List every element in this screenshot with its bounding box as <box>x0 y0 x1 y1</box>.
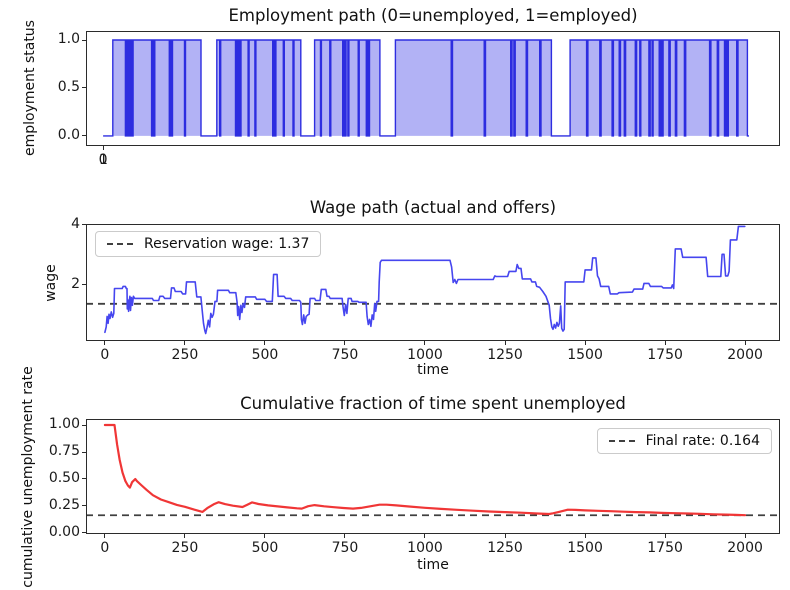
x-tick-label: 1000 <box>407 347 443 363</box>
x-tick-mark <box>264 534 266 538</box>
wage-y-axis-label: wage <box>43 264 59 302</box>
wage-chart-axes: 0 250 500 750 1000 1250 1500 1750 2000 2 4 <box>71 216 780 363</box>
x-tick-label: 1 <box>98 152 108 168</box>
y-tick-label: 0.75 <box>48 443 80 459</box>
final-rate-legend-label: Final rate: 0.164 <box>645 433 760 449</box>
y-tick-label: 0.50 <box>48 469 80 486</box>
employment-chart-title: Employment path (0=unemployed, 1=employe… <box>228 6 638 25</box>
x-tick-mark <box>344 534 346 538</box>
x-tick-label: 0 <box>100 540 110 556</box>
y-tick-label: 4 <box>71 215 80 232</box>
y-tick-mark <box>82 135 86 137</box>
x-tick-label: 250 <box>171 347 199 363</box>
reservation-wage-legend: Reservation wage: 1.37 <box>95 231 322 257</box>
x-tick-label: 250 <box>171 540 199 556</box>
y-tick-label: 0.25 <box>48 496 80 513</box>
x-tick-mark <box>104 341 106 345</box>
x-tick-label: 0 <box>100 347 110 363</box>
employment-step-line <box>103 39 749 137</box>
x-tick-mark <box>584 534 586 538</box>
x-tick-mark <box>264 341 266 345</box>
y-tick-label: 0.0 <box>57 126 80 143</box>
x-tick-mark <box>184 341 186 345</box>
x-tick-mark <box>744 341 746 345</box>
unemployment-chart-title: Cumulative fraction of time spent unempl… <box>240 394 626 413</box>
unemployment-x-axis-label: time <box>417 557 449 573</box>
x-tick-label: 2000 <box>727 347 763 363</box>
y-tick-label: 1.0 <box>57 31 80 48</box>
y-tick-mark <box>82 39 86 41</box>
wage-x-axis-label: time <box>417 362 449 378</box>
y-tick-mark <box>82 451 86 453</box>
y-tick-label: 1.00 <box>48 416 80 433</box>
final-rate-legend: Final rate: 0.164 <box>596 428 772 454</box>
x-tick-label: 1500 <box>567 540 603 556</box>
x-tick-mark <box>744 534 746 538</box>
unemployment-chart-plot <box>86 419 780 534</box>
y-tick-label: 0.00 <box>48 523 80 540</box>
unemployment-chart-axes: 0 250 500 750 1000 1250 1500 1750 2000 0.00 0.25 0.… <box>49 416 780 556</box>
x-tick-label: 1750 <box>647 347 683 363</box>
y-tick-mark <box>82 424 86 426</box>
x-tick-label: 1000 <box>407 540 443 556</box>
x-tick-mark <box>104 534 106 538</box>
employment-chart-axes: 0 1 0.0 0.5 1.0 <box>58 31 780 168</box>
x-tick-mark <box>584 341 586 345</box>
y-tick-mark <box>82 505 86 507</box>
wage-chart-plot <box>86 224 780 341</box>
wage-path-line <box>104 225 746 335</box>
employment-chart-plot <box>86 31 780 146</box>
x-tick-label: 500 <box>251 540 279 556</box>
employment-y-axis-label: employment status <box>22 20 38 156</box>
x-tick-label: 1250 <box>487 540 523 556</box>
y-tick-label: 0.5 <box>57 78 80 95</box>
x-tick-mark <box>424 534 426 538</box>
x-tick-label: 750 <box>331 347 359 363</box>
x-tick-mark <box>664 534 666 538</box>
y-tick-mark <box>82 478 86 480</box>
dashed-line-legend-swatch <box>107 243 135 245</box>
x-tick-label: 1500 <box>567 347 603 363</box>
reservation-wage-legend-label: Reservation wage: 1.37 <box>144 236 310 252</box>
x-tick-mark <box>102 146 104 150</box>
x-tick-mark <box>664 341 666 345</box>
y-tick-label: 2 <box>71 275 80 292</box>
x-tick-mark <box>504 341 506 345</box>
x-tick-label: 0 <box>98 152 108 168</box>
x-tick-label: 2000 <box>727 540 763 556</box>
x-tick-mark <box>504 534 506 538</box>
x-tick-label: 750 <box>331 540 359 556</box>
x-tick-label: 500 <box>251 347 279 363</box>
y-tick-mark <box>82 87 86 89</box>
x-tick-label: 1750 <box>647 540 683 556</box>
y-tick-mark <box>82 284 86 286</box>
y-tick-mark <box>82 224 86 226</box>
dashed-line-legend-swatch <box>608 440 637 442</box>
wage-chart-title: Wage path (actual and offers) <box>309 198 557 217</box>
x-tick-label: 1250 <box>487 347 523 363</box>
unemployment-y-axis-label: cumulative unemployment rate <box>20 366 36 588</box>
x-tick-mark <box>184 534 186 538</box>
y-tick-mark <box>82 532 86 534</box>
cumulative-unemployment-line <box>103 423 747 517</box>
x-tick-mark <box>344 341 346 345</box>
x-tick-mark <box>424 341 426 345</box>
